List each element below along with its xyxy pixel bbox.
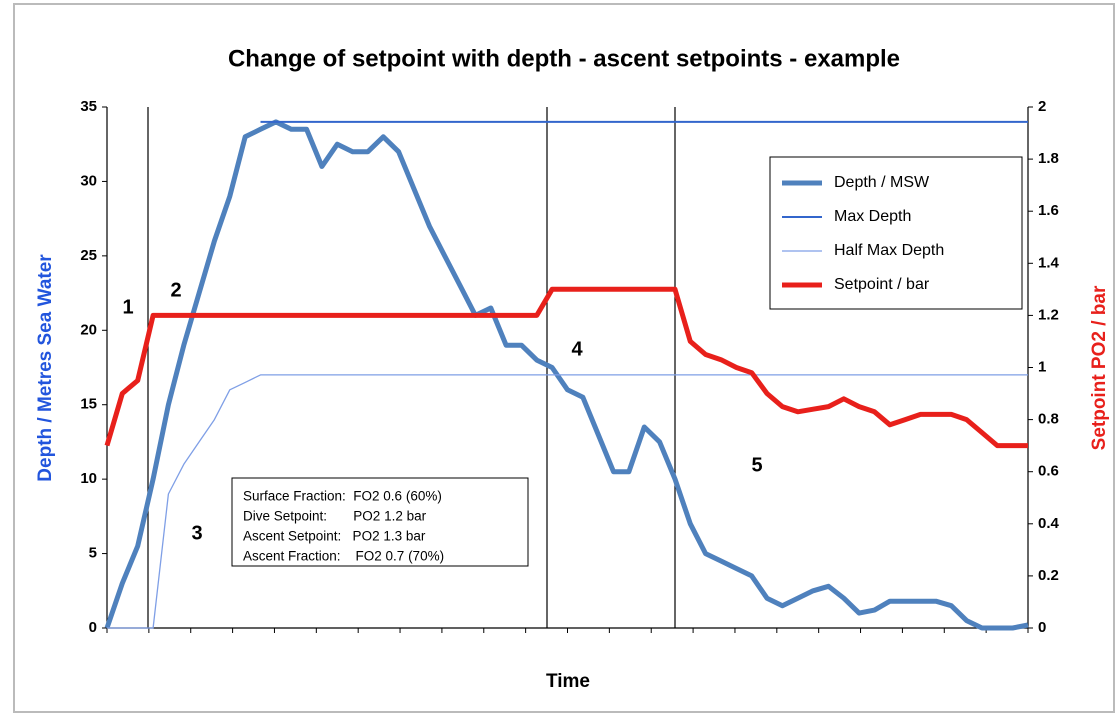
- annotation: 5: [751, 454, 762, 476]
- y-tick-label: 20: [80, 321, 97, 338]
- y2-axis-label: Setpoint PO2 / bar: [1089, 285, 1110, 450]
- y2-tick-label: 1: [1038, 358, 1046, 375]
- y-tick-label: 15: [80, 396, 97, 413]
- info-line: Dive Setpoint: PO2 1.2 bar: [243, 509, 427, 524]
- legend-label: Setpoint / bar: [834, 276, 930, 293]
- chart-title: Change of setpoint with depth - ascent s…: [228, 45, 900, 72]
- y-tick-label: 35: [80, 98, 97, 115]
- y2-tick-label: 0.4: [1038, 515, 1060, 532]
- y2-tick-label: 0.2: [1038, 567, 1059, 584]
- legend-label: Half Max Depth: [834, 242, 944, 259]
- y2-tick-label: 0.8: [1038, 411, 1059, 428]
- annotation: 3: [191, 522, 202, 544]
- x-axis-label: Time: [546, 671, 590, 692]
- y-tick-label: 25: [80, 247, 97, 264]
- info-line: Ascent Fraction: FO2 0.7 (70%): [243, 549, 444, 564]
- annotation: 4: [571, 338, 583, 360]
- y2-tick-label: 1.6: [1038, 202, 1059, 219]
- y-axis-label: Depth / Metres Sea Water: [35, 254, 56, 482]
- legend-label: Max Depth: [834, 208, 911, 225]
- y2-tick-label: 1.2: [1038, 306, 1059, 323]
- y2-tick-label: 0: [1038, 619, 1046, 636]
- y-tick-label: 10: [80, 470, 97, 487]
- info-box: [231, 477, 529, 567]
- series-line: [107, 374, 1028, 629]
- y-tick-label: 30: [80, 172, 97, 189]
- annotation: 1: [122, 296, 133, 318]
- y2-tick-label: 2: [1038, 98, 1046, 115]
- annotation: 2: [170, 279, 181, 301]
- legend-label: Depth / MSW: [834, 174, 930, 191]
- info-line: Ascent Setpoint: PO2 1.3 bar: [243, 529, 426, 544]
- y-tick-label: 0: [89, 619, 97, 636]
- y2-tick-label: 1.8: [1038, 150, 1059, 167]
- series-line: [104, 119, 1029, 631]
- y-tick-label: 5: [89, 545, 97, 562]
- series-line: [104, 286, 1028, 449]
- y2-tick-label: 1.4: [1038, 254, 1060, 271]
- info-line: Surface Fraction: FO2 0.6 (60%): [243, 489, 442, 504]
- y2-tick-label: 0.6: [1038, 463, 1059, 480]
